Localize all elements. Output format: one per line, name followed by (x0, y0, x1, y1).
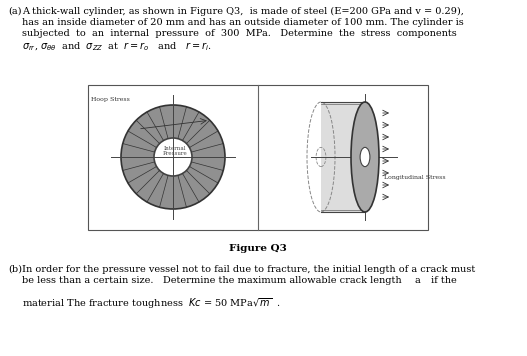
Text: Internal
Pressure: Internal Pressure (163, 146, 188, 156)
Text: has an inside diameter of 20 mm and has an outside diameter of 100 mm. The cylin: has an inside diameter of 20 mm and has … (22, 18, 464, 27)
Text: Longitudinal Stress: Longitudinal Stress (384, 175, 446, 180)
Text: Figure Q3: Figure Q3 (229, 244, 287, 253)
Circle shape (121, 105, 225, 209)
Ellipse shape (360, 147, 370, 167)
Text: subjected  to  an  internal  pressure  of  300  MPa.   Determine  the  stress  c: subjected to an internal pressure of 300… (22, 29, 457, 38)
Ellipse shape (351, 102, 379, 212)
Text: be less than a certain size.   Determine the maximum allowable crack length     : be less than a certain size. Determine t… (22, 276, 457, 285)
Text: (a): (a) (8, 7, 22, 16)
Text: $\sigma_{rr}$, $\sigma_{\theta\theta}$  and  $\sigma_{ZZ}$  at  $r=r_o$   and   : $\sigma_{rr}$, $\sigma_{\theta\theta}$ a… (22, 40, 211, 53)
Bar (88, 85, 428, 230)
Circle shape (154, 138, 192, 176)
Text: (b): (b) (8, 265, 22, 274)
Text: In order for the pressure vessel not to fail due to fracture, the initial length: In order for the pressure vessel not to … (22, 265, 475, 274)
Text: Hoop Stress: Hoop Stress (91, 97, 130, 102)
Text: material The fracture toughness  $Kc$ = 50 MPa$\sqrt{m}$  .: material The fracture toughness $Kc$ = 5… (22, 296, 281, 310)
Text: A thick-wall cylinder, as shown in Figure Q3,  is made of steel (E=200 GPa and v: A thick-wall cylinder, as shown in Figur… (22, 7, 464, 16)
Bar (321, 102, 365, 212)
